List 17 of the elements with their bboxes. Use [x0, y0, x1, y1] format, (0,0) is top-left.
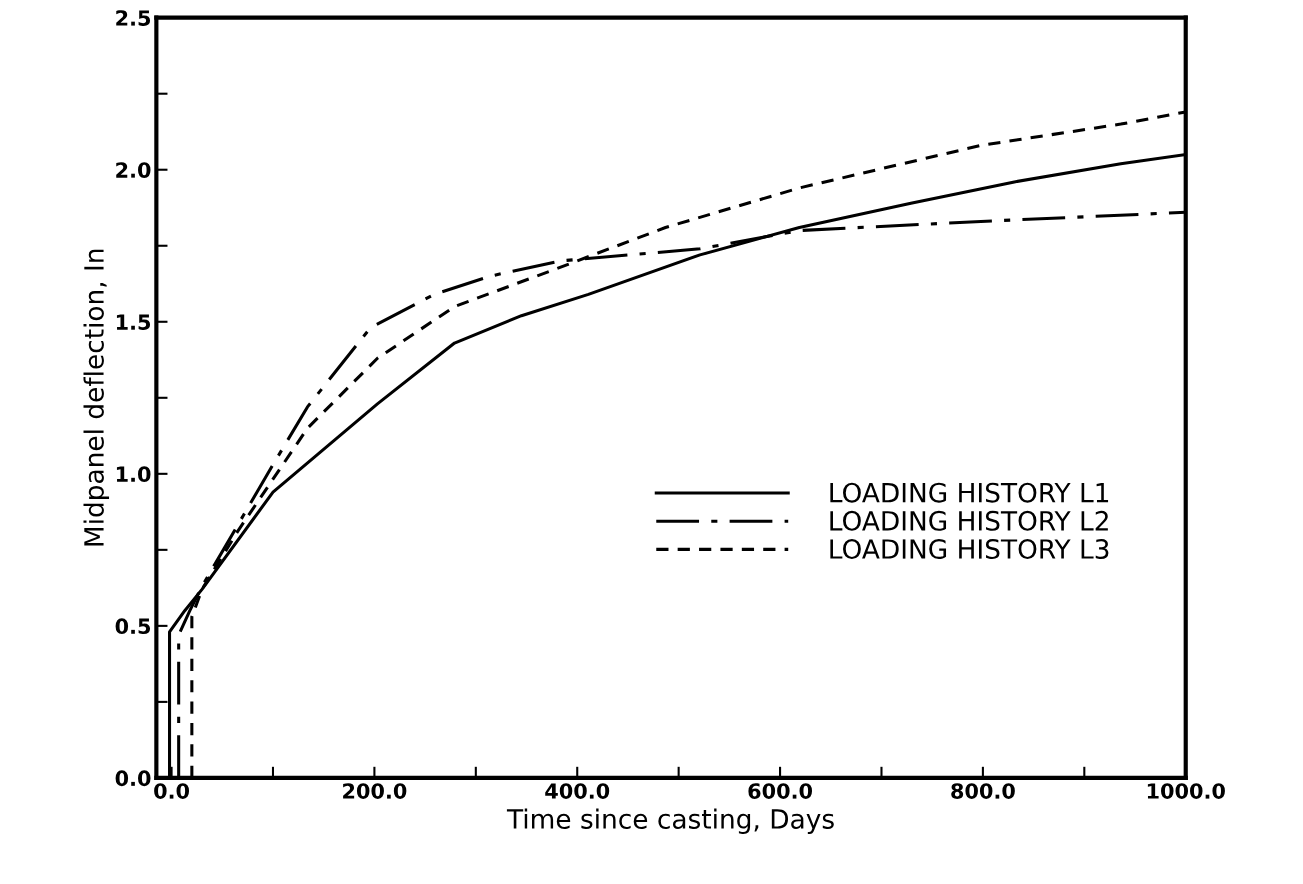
- legend-label: LOADING HISTORY L2: [830, 510, 1108, 531]
- legend-label: LOADING HISTORY L3: [830, 539, 1109, 559]
- y-tick-label: 2.0: [116, 162, 151, 178]
- x-tick-label: 1000.0: [1147, 783, 1225, 799]
- x-tick-label: 0.0: [154, 783, 190, 799]
- y-tick-label: 1.5: [116, 314, 151, 330]
- x-tick-label: 600.0: [748, 783, 813, 799]
- y-tick-label: 1.0: [116, 466, 151, 483]
- x-tick-label: 200.0: [343, 783, 407, 799]
- x-tick-label: 400.0: [545, 783, 610, 799]
- x-axis-title: Time since casting, Days: [506, 808, 834, 835]
- y-tick-label: 0.0: [115, 770, 151, 787]
- y-axis-title: Midpanel deflection, In: [83, 249, 110, 546]
- y-tick-label: 0.5: [115, 618, 151, 635]
- x-tick-label: 800.0: [951, 783, 1015, 799]
- y-tick-label: 2.5: [116, 10, 151, 26]
- legend-label: LOADING HISTORY L1: [830, 482, 1109, 503]
